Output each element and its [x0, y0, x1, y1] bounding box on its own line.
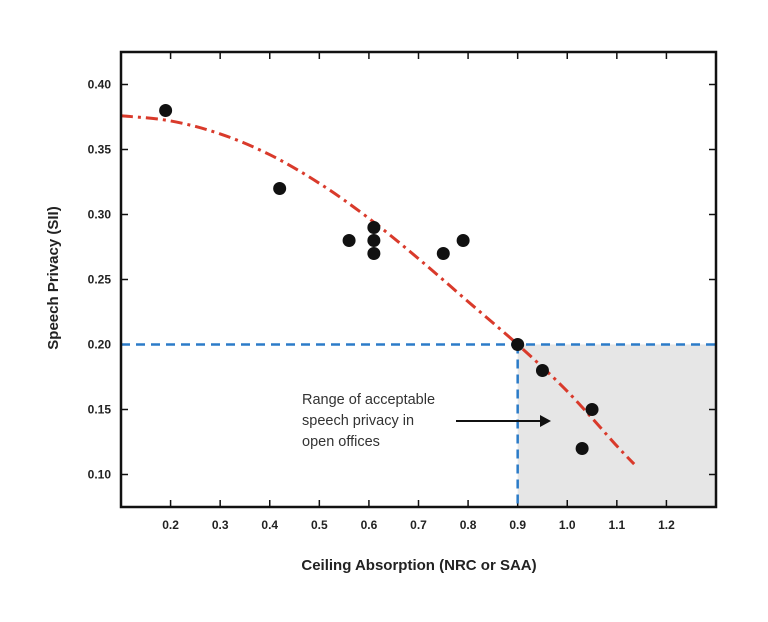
x-tick-label: 1.1 — [608, 518, 625, 532]
data-points — [159, 104, 599, 455]
x-tick-label: 0.5 — [311, 518, 328, 532]
data-point — [367, 234, 381, 247]
x-tick-label: 0.8 — [460, 518, 477, 532]
data-point — [575, 442, 589, 455]
y-tick-label: 0.40 — [88, 78, 112, 92]
x-tick-label: 1.2 — [658, 518, 675, 532]
data-point — [511, 338, 525, 351]
y-tick-label: 0.30 — [88, 208, 112, 222]
annotation-line-3: open offices — [302, 434, 380, 450]
annotation-arrow-head — [540, 415, 551, 427]
y-axis-title: Speech Privacy (SII) — [45, 206, 62, 349]
acceptable-region — [517, 344, 716, 507]
y-tick-label: 0.15 — [88, 403, 112, 417]
plot-frame — [119, 50, 718, 509]
data-point — [585, 403, 599, 416]
x-tick-label: 0.2 — [162, 518, 179, 532]
data-point — [342, 234, 356, 247]
data-point — [456, 234, 470, 247]
y-tick-label: 0.10 — [88, 468, 112, 482]
x-tick-label: 0.6 — [361, 518, 378, 532]
x-axis-title: Ceiling Absorption (NRC or SAA) — [301, 557, 536, 574]
trend-line — [120, 114, 636, 466]
x-tick-label: 1.0 — [559, 518, 576, 532]
data-point — [159, 104, 173, 117]
annotation: Range of acceptable speech privacy in op… — [302, 392, 551, 450]
data-point — [367, 221, 381, 234]
y-tick-label: 0.35 — [88, 143, 112, 157]
data-point — [367, 247, 381, 260]
data-point — [436, 247, 450, 260]
x-axis: 0.2 0.3 0.4 0.5 0.6 0.7 0.8 0.9 1.0 1.1 1.2 — [162, 52, 675, 532]
data-point — [535, 364, 549, 377]
data-point — [273, 182, 287, 195]
x-tick-label: 0.9 — [509, 518, 526, 532]
annotation-line-1: Range of acceptable — [302, 392, 435, 408]
y-tick-label: 0.25 — [88, 273, 112, 287]
x-tick-label: 0.4 — [261, 518, 278, 532]
x-tick-label: 0.3 — [212, 518, 229, 532]
x-tick-label: 0.7 — [410, 518, 427, 532]
y-axis: 0.10 0.15 0.20 0.25 0.30 0.35 0.40 — [88, 78, 716, 482]
annotation-line-2: speech privacy in — [302, 413, 414, 429]
y-tick-label: 0.20 — [88, 338, 112, 352]
